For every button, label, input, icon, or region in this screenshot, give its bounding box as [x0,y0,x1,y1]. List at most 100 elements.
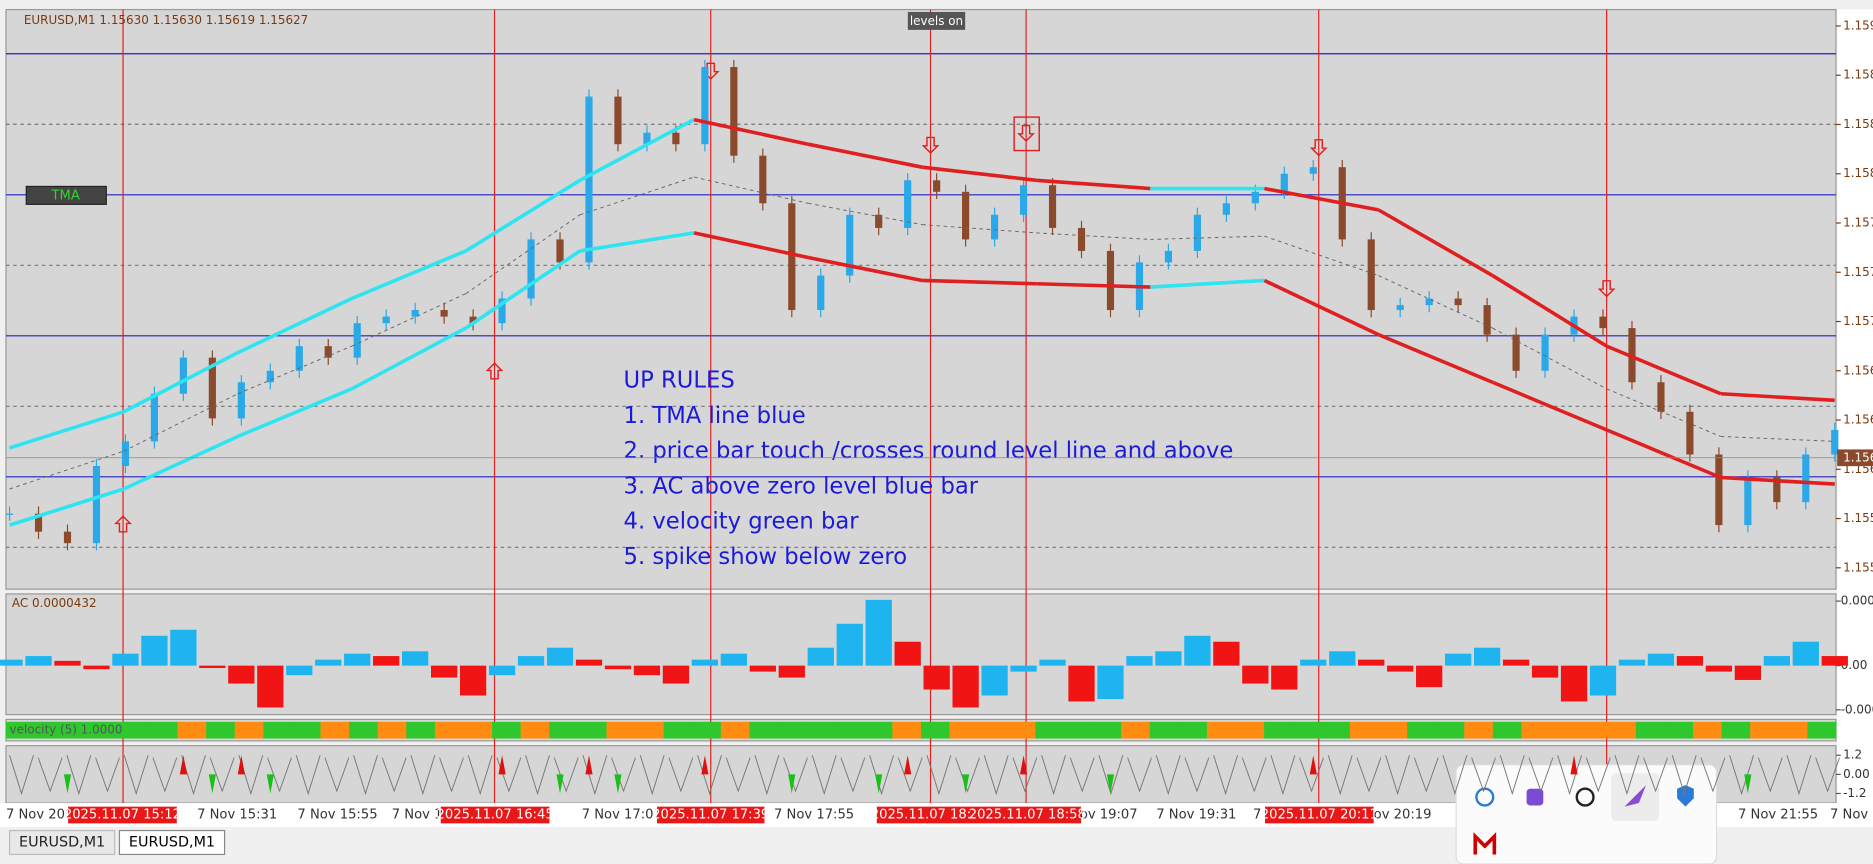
levels-badge-bg[interactable] [907,11,966,30]
velocity-cell [492,721,522,739]
candle [382,316,390,324]
velocity-cell [1550,721,1579,739]
ac-bar [836,623,863,666]
candle [527,239,535,299]
ac-bar [604,665,632,670]
candle [1106,250,1115,311]
y-tick-label: 1.159 [1843,18,1873,32]
ac-bar [373,656,400,666]
tma-button[interactable]: TMA [51,188,80,203]
velocity-cell [1378,721,1408,739]
time-label: 7 Nov 15:31 [197,808,277,823]
arrow [485,362,504,380]
velocity-cell [635,721,664,739]
y-tick-label: -0.000 [1841,702,1873,716]
velocity-cell [5,721,35,739]
candle [324,346,332,358]
tma-button-bg[interactable] [25,185,107,205]
tma-upper [1720,391,1835,403]
tma-middle [1720,435,1835,442]
ac-bar [228,665,255,684]
ac-bar [1734,665,1761,680]
tma-lower [237,387,353,439]
spike [614,774,622,794]
ac-bar [546,647,574,666]
tray-icon[interactable] [1473,832,1497,855]
spike-wave [9,755,1841,796]
tray-icon[interactable] [1677,785,1694,807]
tma-middle [465,214,581,294]
velocity-cell [1750,721,1780,739]
candle [353,323,361,358]
candle [1802,454,1810,503]
velocity-cell [720,721,750,739]
velocity-cell [234,721,264,739]
velocity-cell [1807,721,1837,739]
arrow [1309,139,1328,157]
ac-bar [1792,641,1819,666]
ac-bar [720,653,747,666]
velocity-cell [1264,721,1294,739]
ac-bar [25,656,52,666]
panel-label: velocity (5) 1.0000 [10,723,123,737]
ac-bar [894,641,921,666]
ac-bar [1010,665,1037,672]
candle [788,203,796,311]
tma-upper [236,296,353,355]
tma-upper [1264,186,1379,212]
velocity-cell [63,721,93,739]
ac-bar [488,665,516,676]
ac-bar [923,665,950,690]
ac-bar [1300,659,1327,666]
y-tick-label: 1.158 [1843,68,1873,82]
time-marker-bg [876,806,974,824]
candle [469,316,477,324]
velocity-cell [377,721,407,739]
ac-bar [1416,665,1443,688]
candle [1396,305,1404,311]
tray-icon[interactable] [1575,787,1595,807]
candle [1193,214,1201,251]
candle [1425,298,1433,306]
tma-lower [1263,278,1380,337]
velocity-cell [1063,721,1093,739]
candle [933,180,941,192]
spike [556,774,564,794]
velocity-cell [863,721,893,739]
ac-bar [633,665,661,676]
time-label: 7 Nov 2 [1830,808,1873,823]
ac-bar [1560,665,1588,702]
y-tick-label: 0.00 [1843,767,1870,781]
time-marker: 2025.11.07 17:39 [652,808,769,823]
levels-badge[interactable]: levels on [910,14,963,28]
velocity-cell [1235,721,1265,739]
velocity-cell [892,721,922,739]
tray-icon[interactable] [1526,788,1544,806]
y-tick-label: 0.000 [1841,594,1873,608]
velocity-cell [1578,721,1608,739]
time-marker-bg [656,806,765,824]
tma-middle [1150,235,1265,240]
candle [237,382,245,419]
tab[interactable] [8,829,116,856]
velocity-cell [1035,721,1065,739]
tma-upper [351,249,467,301]
tab-label[interactable]: EURUSD,M1 [19,834,105,850]
tab-active[interactable] [118,829,226,856]
spike [1744,774,1752,794]
velocity-cell [291,721,321,739]
tab-label[interactable]: EURUSD,M1 [129,834,215,850]
candle [1773,477,1781,503]
tma-middle [1264,235,1379,276]
time-label: ov 19:07 [1080,808,1138,823]
velocity-cell [320,721,350,739]
ac-bar [1618,659,1646,666]
spike [701,755,709,775]
ac-bar [952,665,979,708]
tma-middle [693,176,809,204]
candle [1048,185,1057,228]
velocity-cell [1407,721,1437,739]
ac-bar [1242,665,1269,684]
ac-bar [575,659,603,666]
